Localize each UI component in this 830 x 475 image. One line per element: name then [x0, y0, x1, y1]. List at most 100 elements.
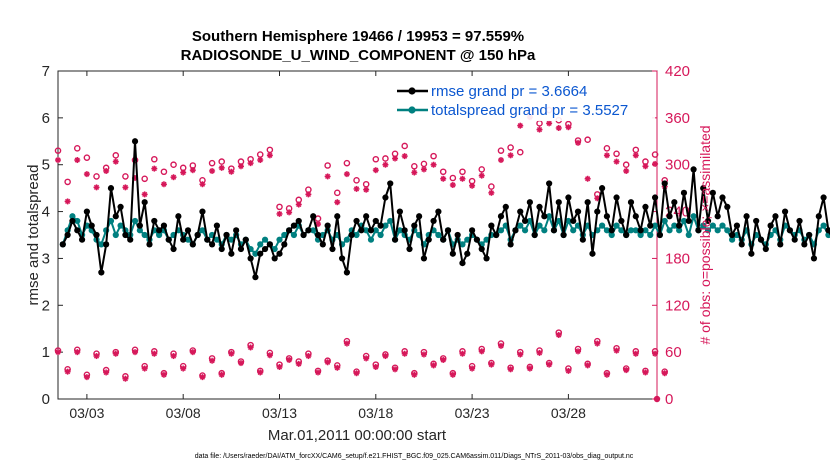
spread-point — [372, 227, 379, 234]
obs-assimilated-point — [276, 363, 283, 370]
spread-point — [112, 231, 119, 239]
spread-point — [396, 227, 403, 234]
obs-assimilated-point — [343, 171, 350, 178]
rmse-point — [676, 222, 683, 229]
spread-point — [651, 222, 659, 229]
obs-assimilated-point — [613, 158, 620, 165]
obs-assimilated-stroke — [180, 169, 186, 176]
obs-assimilated-point — [546, 361, 553, 368]
obs-assimilated-stroke — [305, 191, 312, 198]
y-tick-left-label: 4 — [42, 204, 50, 221]
rmse-point — [300, 231, 307, 239]
rmse-point — [396, 208, 403, 215]
rmse-point — [502, 203, 509, 210]
obs-zero-point — [653, 395, 661, 403]
rmse-point — [435, 208, 442, 215]
rmse-point — [584, 199, 591, 206]
obs-assimilated-stroke — [604, 152, 610, 158]
obs-assimilated-stroke — [642, 369, 649, 376]
rmse-point — [781, 208, 789, 215]
spread-point — [464, 236, 471, 243]
rmse-point — [358, 227, 365, 234]
spread-point — [459, 241, 466, 248]
rmse-point — [261, 245, 269, 253]
obs-assimilated-stroke — [113, 158, 119, 165]
rmse-point — [276, 250, 283, 257]
obs-assimilated-point — [401, 153, 408, 160]
spread-point — [618, 227, 625, 234]
rmse-point — [791, 236, 798, 243]
obs-assimilated-point — [565, 124, 572, 131]
spread-point — [353, 231, 360, 239]
chart-title-line1: Southern Hemisphere 19466 / 19953 = 97.5… — [192, 28, 524, 45]
obs-assimilated-point — [353, 185, 360, 192]
rmse-point — [762, 245, 769, 253]
rmse-point — [416, 213, 423, 220]
spread-point — [661, 217, 668, 225]
obs-assimilated-stroke — [517, 123, 523, 129]
obs-assimilated-stroke — [382, 162, 389, 168]
rmse-point — [632, 213, 639, 220]
rmse-point — [170, 245, 177, 253]
rmse-point — [468, 227, 476, 234]
obs-assimilated-stroke — [209, 358, 215, 364]
rmse-point — [156, 227, 163, 234]
rmse-point — [767, 222, 774, 229]
obs-assimilated-point — [295, 201, 302, 208]
rmse-point — [603, 213, 611, 220]
rmse-point — [497, 213, 505, 220]
y-axis-left-label: rmse and totalspread — [25, 165, 42, 306]
spread-point — [131, 217, 139, 225]
obs-assimilated-stroke — [546, 362, 552, 368]
spread-point — [671, 222, 678, 229]
rmse-point — [627, 199, 635, 206]
obs-assimilated-point — [228, 350, 235, 357]
obs-assimilated-point — [420, 166, 427, 173]
obs-assimilated-point — [209, 357, 216, 364]
rmse-point — [623, 231, 630, 239]
rmse-point — [613, 194, 620, 201]
rmse-point — [574, 208, 582, 215]
rmse-point — [546, 180, 553, 187]
obs-assimilated-stroke — [55, 157, 61, 163]
obs-assimilated-point — [103, 369, 110, 376]
obs-assimilated-stroke — [488, 362, 494, 368]
spread-point — [637, 231, 644, 239]
obs-assimilated-stroke — [122, 184, 129, 190]
obs-assimilated-stroke — [546, 120, 552, 126]
obs-assimilated-point — [266, 152, 273, 159]
rmse-point — [488, 222, 495, 229]
rmse-point — [387, 180, 394, 187]
rmse-point — [310, 213, 317, 220]
obs-assimilated-point — [334, 364, 341, 371]
rmse-point — [295, 217, 302, 225]
spread-point — [276, 236, 283, 243]
rmse-point — [74, 227, 81, 234]
obs-possible-point — [478, 166, 486, 173]
obs-assimilated-stroke — [440, 176, 446, 182]
obs-assimilated-point — [642, 163, 649, 170]
rmse-point — [440, 236, 447, 243]
obs-assimilated-point — [286, 356, 293, 363]
rmse-point — [237, 245, 245, 253]
y-tick-right-label: 0 — [665, 391, 673, 408]
rmse-point — [136, 222, 143, 229]
obs-assimilated-stroke — [84, 171, 90, 177]
rmse-point — [733, 222, 741, 229]
obs-assimilated-stroke — [199, 374, 206, 380]
rmse-point — [122, 231, 129, 239]
obs-assimilated-stroke — [479, 348, 485, 354]
rmse-point — [589, 250, 596, 257]
obs-assimilated-stroke — [363, 187, 369, 193]
obs-assimilated-stroke — [247, 344, 254, 351]
obs-possible-point — [208, 159, 216, 167]
spread-point — [98, 241, 105, 248]
obs-assimilated-stroke — [325, 359, 331, 365]
obs-assimilated-stroke — [411, 372, 417, 378]
obs-possible-point — [507, 144, 514, 151]
obs-assimilated-stroke — [430, 362, 437, 369]
obs-possible-point — [333, 189, 341, 197]
obs-possible-point — [160, 168, 168, 176]
rmse-point — [719, 194, 726, 201]
obs-assimilated-stroke — [517, 351, 523, 358]
